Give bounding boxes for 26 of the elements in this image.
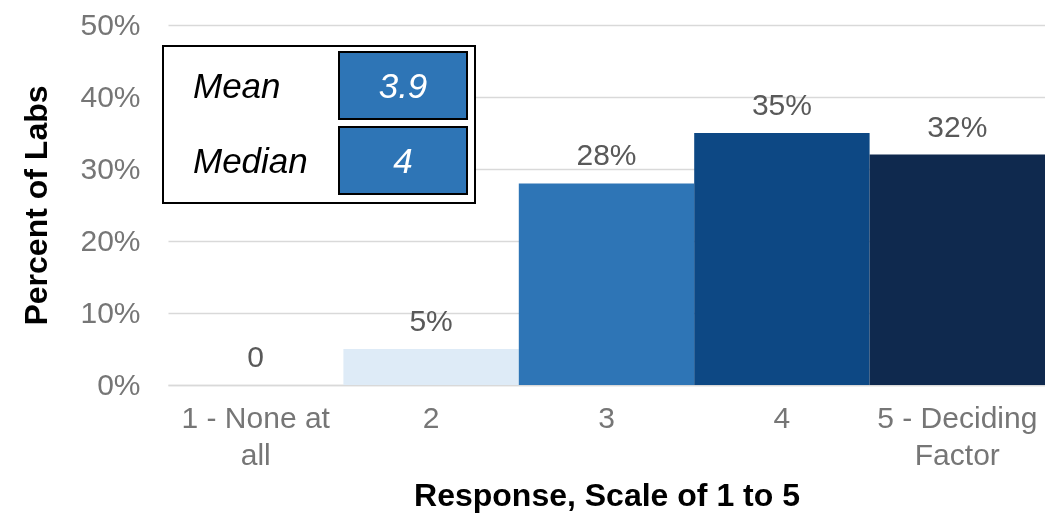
x-tick-label: 3 bbox=[598, 400, 615, 434]
bar bbox=[694, 133, 870, 385]
bar bbox=[869, 154, 1045, 385]
data-label: 5% bbox=[409, 304, 453, 337]
bar bbox=[518, 183, 695, 385]
data-label: 35% bbox=[751, 88, 812, 121]
x-tick-label: 2 bbox=[422, 400, 440, 434]
annotation: Median bbox=[193, 140, 308, 180]
x-tick-label: 4 bbox=[773, 400, 791, 434]
y-axis-title: Percent of Labs bbox=[18, 85, 55, 326]
x-tick-label: 1 - None at all bbox=[181, 400, 331, 471]
y-tick-label: 50% bbox=[80, 7, 141, 41]
x-axis-title: Response, Scale of 1 to 5 bbox=[414, 476, 800, 513]
y-tick-label: 30% bbox=[80, 151, 141, 185]
y-tick-label: 20% bbox=[80, 223, 141, 257]
x-tick-label: 5 - Deciding Factor bbox=[877, 400, 1038, 471]
annotation: 3.9 bbox=[378, 65, 428, 105]
y-tick-label: 40% bbox=[80, 79, 141, 113]
bar bbox=[343, 349, 519, 385]
annotation: 4 bbox=[393, 140, 413, 180]
y-tick-label: 0% bbox=[97, 367, 141, 401]
data-label: 0 bbox=[247, 340, 265, 373]
annotation: Mean bbox=[193, 65, 281, 105]
data-label: 28% bbox=[576, 138, 637, 172]
y-tick-label: 10% bbox=[80, 295, 141, 329]
data-label: 32% bbox=[927, 109, 988, 143]
